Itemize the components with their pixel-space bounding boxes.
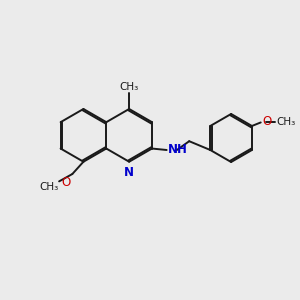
- Text: N: N: [124, 167, 134, 179]
- Text: CH₃: CH₃: [39, 182, 58, 192]
- Text: O: O: [262, 115, 271, 128]
- Text: O: O: [61, 176, 71, 189]
- Text: CH₃: CH₃: [276, 118, 296, 128]
- Text: CH₃: CH₃: [119, 82, 139, 92]
- Text: NH: NH: [168, 143, 188, 157]
